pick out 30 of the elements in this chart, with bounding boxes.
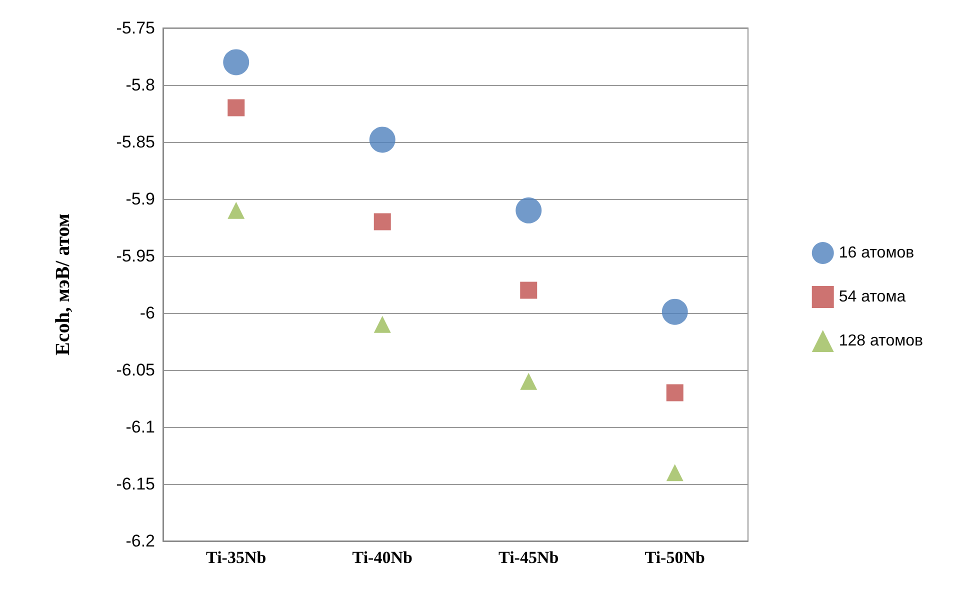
- legend-label: 16 атомов: [838, 244, 914, 262]
- point: [223, 49, 250, 76]
- point: [662, 298, 688, 325]
- x-tick-label: Ti-50Nb: [644, 548, 705, 567]
- y-tick-label: -6.2: [126, 532, 155, 550]
- y-axis-title: Ecoh, мэВ/ атом: [52, 213, 74, 356]
- y-tick-label: -6.15: [116, 474, 155, 494]
- x-tick-label: Ti-35Nb: [206, 548, 266, 567]
- point: [666, 384, 684, 402]
- point: [666, 464, 684, 482]
- point: [516, 197, 542, 224]
- point: [520, 282, 538, 299]
- x-tick-label: Ti-40Nb: [352, 548, 412, 567]
- point: [374, 213, 391, 230]
- y-tick-label: -5.8: [126, 76, 155, 94]
- y-tick-label: -6: [140, 304, 155, 322]
- point: [228, 99, 245, 116]
- point: [228, 202, 245, 219]
- point: [520, 372, 538, 390]
- y-tick-label: -5.95: [116, 246, 155, 266]
- y-tick-label: -6.1: [126, 418, 155, 436]
- x-tick-label: Ti-45Nb: [498, 548, 559, 567]
- legend-label: 54 атома: [838, 288, 906, 306]
- y-tick-label: -6.05: [116, 360, 155, 380]
- point: [369, 126, 396, 153]
- legend-label: 128 атомов: [838, 332, 924, 350]
- y-tick-label: -5.75: [116, 18, 155, 38]
- y-tick-label: -5.85: [116, 132, 155, 152]
- y-tick-label: -5.9: [126, 190, 155, 208]
- point: [374, 316, 391, 333]
